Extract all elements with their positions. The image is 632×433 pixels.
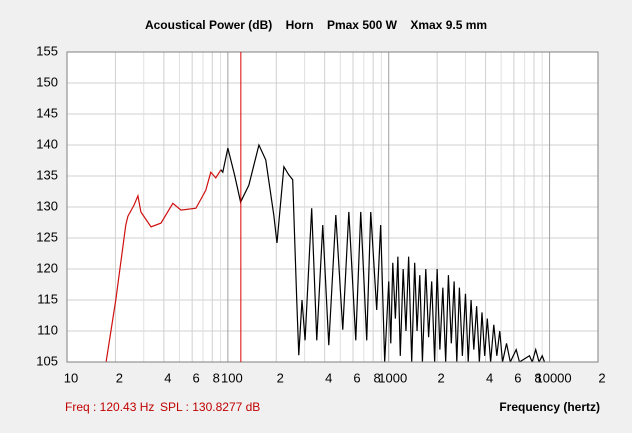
lines — [105, 143, 546, 362]
x-tick-label: 2 — [598, 370, 605, 385]
x-tick-label: 1000 — [378, 370, 407, 385]
x-tick-label: 6 — [193, 370, 200, 385]
y-tick-label: 155 — [36, 43, 58, 58]
x-tick-label: 10 — [64, 370, 78, 385]
series-line — [220, 143, 546, 362]
x-tick-label: 10000 — [535, 370, 571, 385]
y-tick-label: 105 — [36, 353, 58, 368]
x-tick-label: 8 — [213, 370, 220, 385]
x-tick-label: 8 — [534, 370, 541, 385]
y-tick-label: 115 — [37, 291, 58, 306]
series-line — [105, 169, 222, 362]
cursor-freq: Freq : 120.43 Hz — [65, 400, 154, 414]
chart-title: Acoustical Power (dB) Horn Pmax 500 W Xm… — [145, 18, 487, 32]
y-tick-label: 110 — [37, 322, 58, 337]
y-tick-label: 150 — [36, 74, 58, 89]
x-tick-label: 6 — [514, 370, 521, 385]
y-tick-label: 140 — [36, 136, 58, 151]
cursor-spl: SPL : 130.8277 dB — [160, 400, 260, 414]
y-tick-label: 130 — [36, 198, 58, 213]
y-tick-label: 125 — [36, 229, 58, 244]
x-tick-label: 6 — [353, 370, 360, 385]
x-tick-label: 4 — [164, 370, 171, 385]
x-tick-label: 2 — [277, 370, 284, 385]
x-tick-label: 4 — [486, 370, 493, 385]
x-tick-label: 100 — [221, 370, 243, 385]
x-tick-label: 2 — [438, 370, 445, 385]
plot-frame — [66, 51, 599, 363]
y-tick-label: 135 — [36, 167, 58, 182]
x-axis-label: Frequency (hertz) — [499, 400, 600, 414]
x-tick-label: 8 — [374, 370, 381, 385]
x-tick-label: 4 — [325, 370, 332, 385]
y-tick-label: 120 — [36, 260, 58, 275]
x-tick-label: 2 — [116, 370, 123, 385]
y-tick-label: 145 — [36, 105, 58, 120]
